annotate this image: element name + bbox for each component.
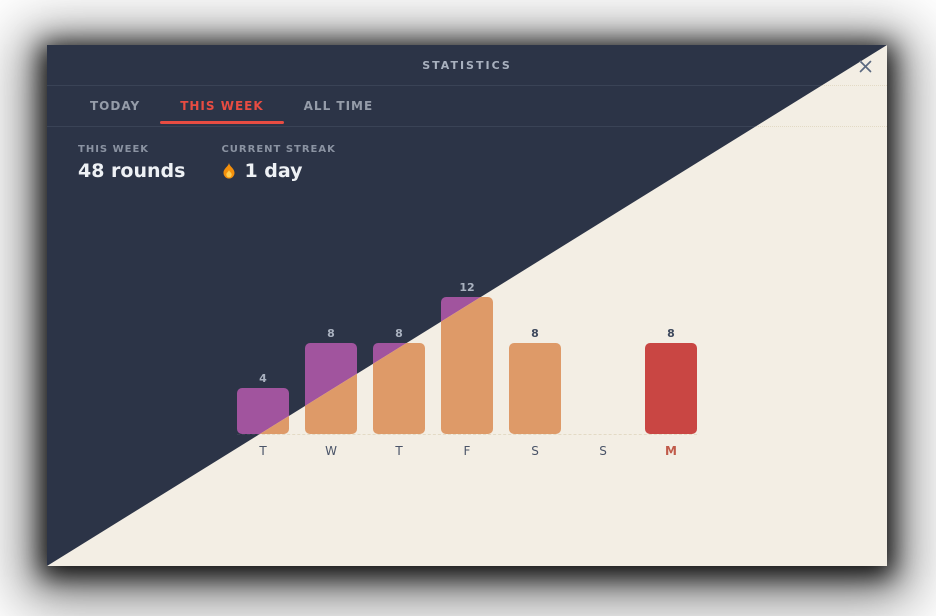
day-label: T	[259, 444, 267, 458]
day-label: F	[463, 444, 471, 458]
stat-label: THIS WEEK	[78, 144, 150, 155]
bar-value-label: 8	[395, 327, 403, 340]
stats-summary: THIS WEEK 48 rounds CURRENT STREAK 1 day	[47, 127, 887, 182]
bar-value-label: 8	[667, 327, 675, 340]
bar-value-label: 8	[531, 327, 539, 340]
bar	[441, 297, 493, 434]
tab-this-week[interactable]: THIS WEEK	[160, 86, 285, 126]
flame-icon	[221, 162, 237, 180]
weekly-bar-chart: 4T8W8T12F8SS8M	[237, 260, 697, 458]
modal-title: STATISTICS	[422, 59, 512, 72]
close-icon	[858, 59, 873, 74]
day-label: M	[665, 444, 677, 458]
tab-today[interactable]: TODAY	[90, 99, 141, 113]
bar-value-label: 8	[327, 327, 335, 340]
close-button[interactable]	[854, 55, 876, 77]
bar	[509, 343, 561, 434]
stat-this-week: THIS WEEK 48 rounds	[78, 144, 185, 182]
stat-value: 1 day	[221, 160, 335, 182]
bar-value-label: 4	[259, 372, 267, 385]
statistics-modal: STATISTICS TODAY THIS WEEK ALL TIME THIS…	[47, 45, 887, 566]
chart-slot: S	[577, 260, 629, 458]
tab-all-time[interactable]: ALL TIME	[303, 99, 374, 113]
streak-count: 1 day	[244, 160, 303, 182]
rounds-count: 48 rounds	[78, 160, 186, 182]
modal-header: STATISTICS	[47, 45, 887, 85]
stat-value: 48 rounds	[78, 160, 185, 182]
day-label: T	[395, 444, 403, 458]
day-label: S	[531, 444, 539, 458]
stat-current-streak: CURRENT STREAK 1 day	[221, 144, 335, 182]
bar-value-label: 12	[459, 281, 475, 294]
tab-bar: TODAY THIS WEEK ALL TIME	[47, 85, 887, 127]
stat-label: CURRENT STREAK	[221, 144, 336, 155]
chart-slot: 4T	[237, 260, 289, 458]
day-label: W	[325, 444, 337, 458]
bar-current-day	[645, 343, 697, 434]
day-label: S	[599, 444, 607, 458]
chart-slot: 12 F	[441, 260, 493, 458]
